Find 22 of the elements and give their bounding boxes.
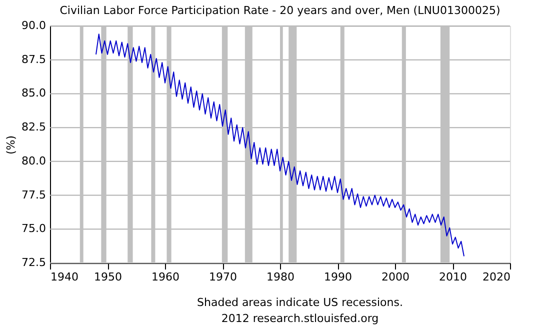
- x-tick-label: 1990: [324, 270, 352, 284]
- x-tick-label: 1950: [94, 270, 122, 284]
- y-tick-label: 85.0: [22, 86, 46, 100]
- y-tick-label: 87.5: [22, 52, 46, 66]
- y-tick-label: 75.0: [22, 222, 46, 236]
- x-tick-label: 1970: [209, 270, 237, 284]
- x-tick-label: 1940: [50, 270, 78, 284]
- x-tick-label: 1980: [266, 270, 294, 284]
- y-tick-label: 72.5: [22, 256, 46, 269]
- x-tick-label: 1960: [152, 270, 180, 284]
- x-tick-label: 2010: [439, 270, 467, 284]
- chart-title: Civilian Labor Force Participation Rate - 20 years and over, Men (LNU01300025): [60, 4, 500, 17]
- text: 2012 research.stlouisfed.org: [221, 312, 379, 325]
- y-tick-label: 82.5: [22, 120, 46, 134]
- y-tick-label: 80.0: [22, 154, 46, 168]
- text: Shaded areas indicate US recessions.: [197, 296, 403, 309]
- x-tick-label: 2020: [482, 270, 510, 284]
- line-series: [96, 34, 464, 257]
- y-axis-title: (%): [4, 135, 18, 155]
- x-tick-label: 2000: [382, 270, 410, 284]
- y-tick-label: 90.0: [22, 19, 46, 32]
- y-tick-label: 77.5: [22, 188, 46, 202]
